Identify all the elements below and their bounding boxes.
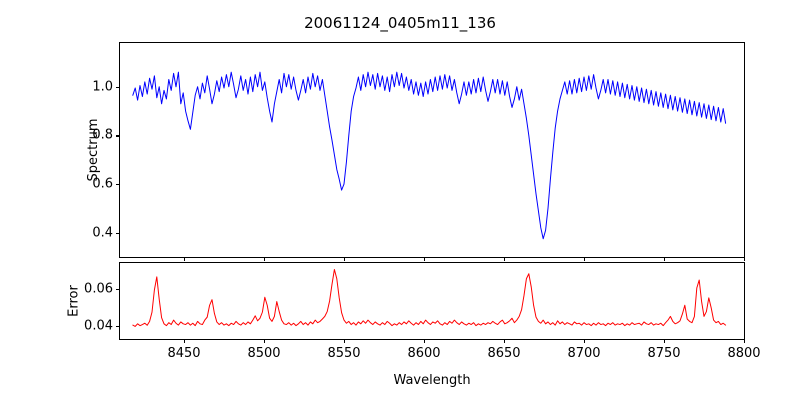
y-tick-mark [116,184,120,186]
y-tick-label: 0.6 [92,176,113,192]
y-tick-mark [116,86,120,88]
y-tick-mark [116,232,120,234]
y-tick-label: 0.8 [92,127,113,143]
figure-title: 20061124_0405m11_136 [304,14,496,32]
x-tick-label: 8500 [247,346,281,361]
x-tick-mark [424,339,426,343]
x-tick-label: 8450 [167,346,201,361]
error-plot-area [120,263,744,339]
error-axes: Error 0.04 0.06 8450 8500 8550 8600 8650 8700 87… [66,262,761,361]
x-tick-label: 8750 [647,346,681,361]
x-tick-label: 8800 [727,346,761,361]
x-tick-mark [424,257,426,261]
error-y-axis-title: Error [66,285,82,317]
y-tick-label: 1.0 [92,79,113,95]
spectrum-axes: Spectrum 0.4 0.6 0.8 1.0 [86,42,746,261]
x-tick-mark [343,339,346,343]
error-series-line [133,269,726,326]
spectrum-series-line [133,72,726,239]
x-tick-mark [664,257,666,261]
y-tick-label: 0.06 [84,281,113,297]
x-tick-mark [504,339,506,343]
x-tick-label: 8550 [327,346,361,361]
y-tick-label: 0.4 [92,225,113,241]
x-tick-label: 8700 [567,346,601,361]
y-tick-mark [116,135,120,137]
x-tick-mark [583,339,586,343]
spectrum-plot-area [120,43,744,257]
y-tick-mark [116,288,120,291]
x-tick-mark [184,339,186,343]
x-tick-mark [264,339,266,343]
y-tick-mark [116,326,120,328]
x-tick-mark [184,257,186,261]
x-tick-mark [264,257,266,261]
y-tick-label: 0.04 [84,318,113,334]
x-tick-mark [664,339,666,343]
x-tick-mark [744,257,746,261]
x-tick-label: 8650 [487,346,521,361]
x-tick-mark [504,257,506,261]
x-tick-label: 8600 [407,346,441,361]
x-tick-mark [744,339,746,343]
x-axis-title: Wavelength [393,373,471,388]
x-tick-mark [343,257,346,261]
x-tick-mark [583,257,586,261]
